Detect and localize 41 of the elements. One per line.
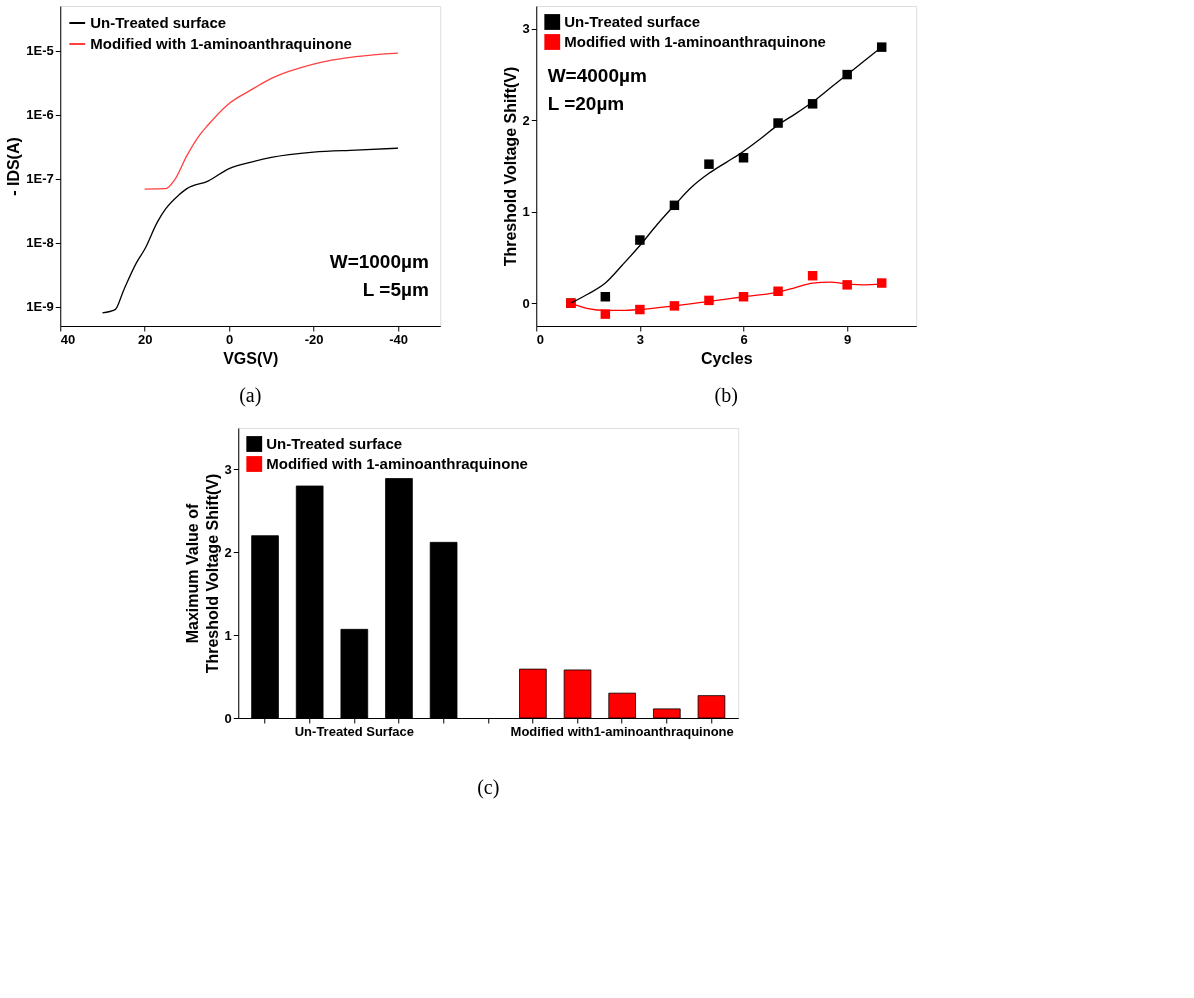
x-axis-title: Cycles	[700, 349, 753, 367]
x-tick-label: 20	[137, 331, 153, 347]
legend-label: Un-Treated surface	[266, 435, 403, 452]
x-tick-label: 3	[636, 331, 644, 347]
y-tick-label: 0	[522, 295, 530, 311]
y-tick-label: 1	[522, 204, 530, 220]
x-tick-label: 40	[60, 331, 76, 347]
annotation: W=1000µm	[329, 251, 429, 272]
y-tick-label: 1E-8	[26, 235, 54, 251]
legend-label: Modified with 1-aminoanthraquinone	[564, 33, 826, 50]
text: (b)	[714, 384, 738, 407]
annotation: W=4000µm	[547, 65, 647, 87]
legend-label: Un-Treated surface	[90, 14, 227, 31]
y-tick-label: 1E-9	[26, 299, 54, 315]
x-tick-label: 9	[844, 331, 852, 347]
x-tick-label: -40	[389, 331, 408, 347]
text: (a)	[239, 384, 262, 407]
legend-label: Modified with 1-aminoanthraquinone	[266, 455, 528, 472]
text: (c)	[477, 776, 500, 799]
annotation: L =5µm	[362, 279, 429, 300]
y-axis-title: Threshold Voltage Shift(V)	[501, 66, 519, 267]
x-tick-label: 0	[536, 331, 544, 347]
y-tick-label: 1E-7	[26, 171, 54, 187]
y-tick-label: 1E-6	[26, 107, 54, 123]
y-axis-title: Maximum Value of Threshold Voltage Shift(V)	[183, 473, 221, 674]
x-axis-title: VGS(V)	[223, 349, 279, 367]
x-tick-label: Un-Treated Surface	[294, 723, 414, 739]
x-tick-label: -20	[304, 331, 324, 347]
y-tick-label: 3	[522, 21, 530, 37]
annotation: L =20µm	[547, 93, 625, 115]
y-tick-label: 0	[224, 710, 232, 726]
y-tick-label: 2	[224, 544, 232, 560]
y-tick-label: 2	[522, 112, 530, 128]
y-tick-label: 1	[224, 627, 232, 643]
y-tick-label: 1E-5	[26, 43, 54, 59]
x-tick-label: 6	[740, 331, 748, 347]
legend-label: Modified with 1-aminoanthraquinone	[90, 35, 352, 52]
legend-label: Un-Treated surface	[564, 13, 701, 30]
y-tick-label: 3	[224, 461, 232, 477]
y-axis-title: - IDS(A)	[5, 137, 23, 196]
x-tick-label: Modified with1-aminoanthraquinone	[510, 723, 734, 739]
